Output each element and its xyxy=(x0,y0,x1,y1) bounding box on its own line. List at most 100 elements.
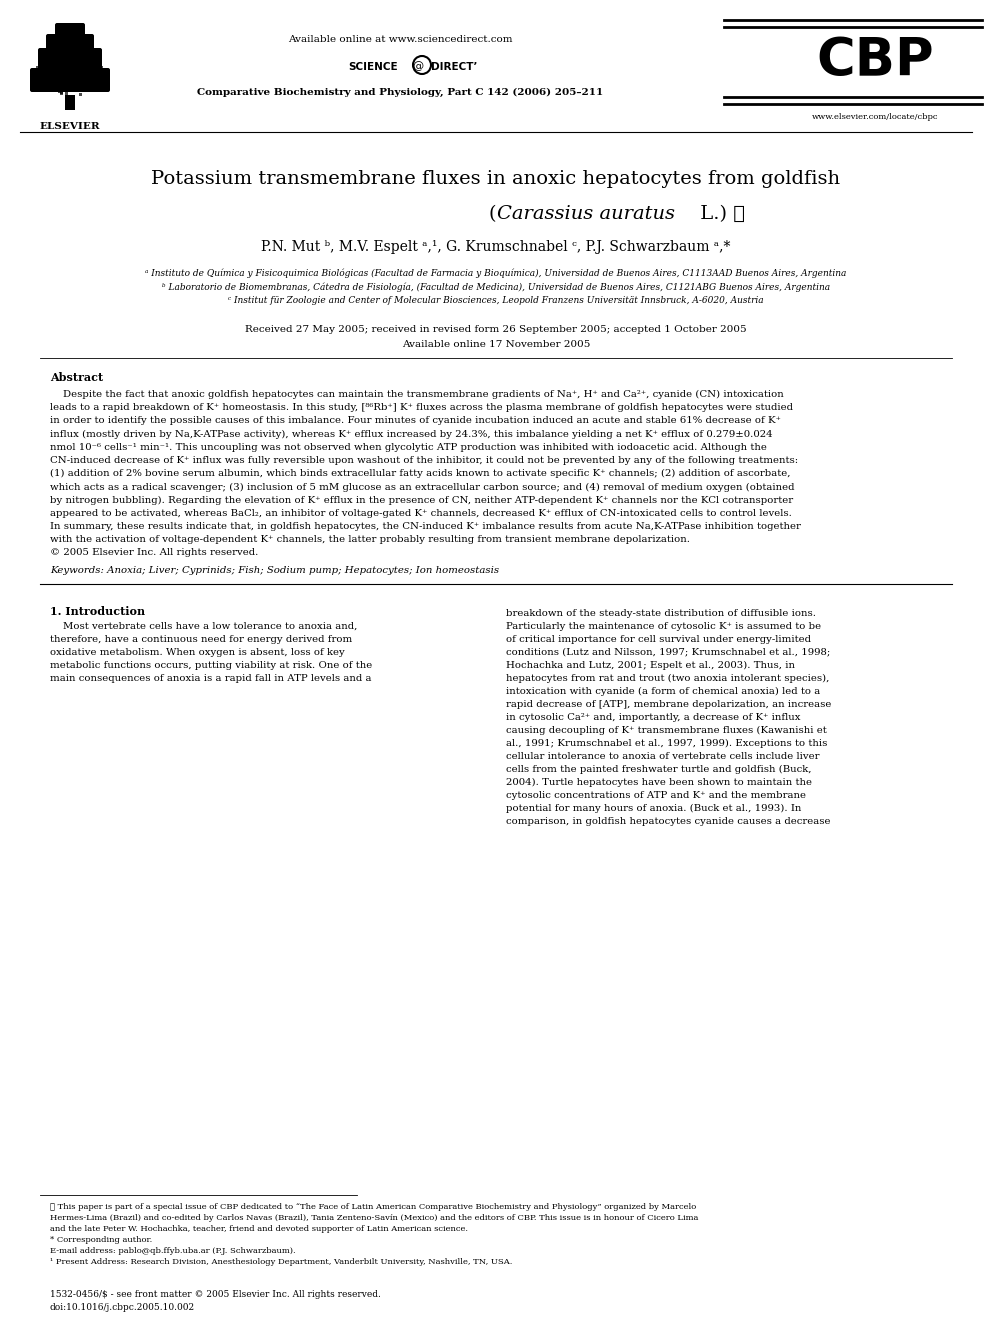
Text: ¹ Present Address: Research Division, Anesthesiology Department, Vanderbilt Univ: ¹ Present Address: Research Division, An… xyxy=(50,1258,513,1266)
Bar xyxy=(57,45,60,48)
FancyBboxPatch shape xyxy=(38,48,102,74)
Bar xyxy=(78,42,81,45)
Bar xyxy=(72,49,75,52)
Text: cells from the painted freshwater turtle and goldfish (Buck,: cells from the painted freshwater turtle… xyxy=(506,765,811,774)
Bar xyxy=(89,82,92,86)
Text: Despite the fact that anoxic goldfish hepatocytes can maintain the transmembrane: Despite the fact that anoxic goldfish he… xyxy=(50,390,784,400)
Text: Hochachka and Lutz, 2001; Espelt et al., 2003). Thus, in: Hochachka and Lutz, 2001; Espelt et al.,… xyxy=(506,660,795,669)
Bar xyxy=(80,66,83,69)
Text: comparison, in goldfish hepatocytes cyanide causes a decrease: comparison, in goldfish hepatocytes cyan… xyxy=(506,816,830,826)
Bar xyxy=(76,36,79,40)
Text: in cytosolic Ca²⁺ and, importantly, a decrease of K⁺ influx: in cytosolic Ca²⁺ and, importantly, a de… xyxy=(506,713,801,721)
Bar xyxy=(42,65,45,69)
Bar xyxy=(50,60,53,62)
Bar xyxy=(78,94,81,97)
Bar xyxy=(82,50,85,54)
Bar xyxy=(53,49,56,52)
FancyBboxPatch shape xyxy=(55,22,85,44)
Bar xyxy=(94,67,97,70)
Bar xyxy=(56,65,59,69)
Bar xyxy=(80,86,83,89)
Text: ᶜ Institut für Zoologie and Center of Molecular Biosciences, Leopold Franzens Un: ᶜ Institut für Zoologie and Center of Mo… xyxy=(228,296,764,306)
Bar xyxy=(57,79,60,82)
Bar xyxy=(43,64,46,66)
Bar xyxy=(75,64,78,66)
Text: Carassius auratus: Carassius auratus xyxy=(497,205,675,224)
Text: which acts as a radical scavenger; (3) inclusion of 5 mM glucose as an extracell: which acts as a radical scavenger; (3) i… xyxy=(50,483,795,492)
Bar xyxy=(81,48,84,50)
Text: nmol 10⁻⁶ cells⁻¹ min⁻¹. This uncoupling was not observed when glycolytic ATP pr: nmol 10⁻⁶ cells⁻¹ min⁻¹. This uncoupling… xyxy=(50,443,767,451)
Text: ᵃ Instituto de Química y Fisicoquimica Biológicas (Facultad de Farmacia y Bioquí: ᵃ Instituto de Química y Fisicoquimica B… xyxy=(145,269,847,278)
Text: rapid decrease of [ATP], membrane depolarization, an increase: rapid decrease of [ATP], membrane depola… xyxy=(506,700,831,709)
Text: in order to identify the possible causes of this imbalance. Four minutes of cyan: in order to identify the possible causes… xyxy=(50,417,781,426)
Text: CBP: CBP xyxy=(816,34,933,87)
Text: ★ This paper is part of a special issue of CBP dedicated to “The Face of Latin A: ★ This paper is part of a special issue … xyxy=(50,1203,696,1211)
Bar xyxy=(77,90,80,93)
Text: 1532-0456/$ - see front matter © 2005 Elsevier Inc. All rights reserved.: 1532-0456/$ - see front matter © 2005 El… xyxy=(50,1290,381,1299)
Bar xyxy=(100,66,103,69)
Text: appeared to be activated, whereas BaCl₂, an inhibitor of voltage-gated K⁺ channe: appeared to be activated, whereas BaCl₂,… xyxy=(50,509,792,517)
Text: Particularly the maintenance of cytosolic K⁺ is assumed to be: Particularly the maintenance of cytosoli… xyxy=(506,622,821,631)
Bar xyxy=(73,45,76,48)
Text: Received 27 May 2005; received in revised form 26 September 2005; accepted 1 Oct: Received 27 May 2005; received in revise… xyxy=(245,325,747,333)
Bar xyxy=(103,75,106,79)
Bar xyxy=(64,52,67,54)
Bar xyxy=(61,91,63,94)
Bar xyxy=(74,70,77,74)
Bar xyxy=(70,86,73,89)
Bar xyxy=(36,66,39,69)
Bar xyxy=(85,78,88,81)
Text: conditions (Lutz and Nilsson, 1997; Krumschnabel et al., 1998;: conditions (Lutz and Nilsson, 1997; Krum… xyxy=(506,647,830,656)
Bar xyxy=(48,65,51,67)
Bar xyxy=(35,73,38,75)
Text: influx (mostly driven by Na,K-ATPase activity), whereas K⁺ efflux increased by 2: influx (mostly driven by Na,K-ATPase act… xyxy=(50,430,773,439)
Bar xyxy=(65,95,75,110)
Text: Available online at www.sciencedirect.com: Available online at www.sciencedirect.co… xyxy=(288,34,512,44)
Bar xyxy=(50,78,53,81)
Text: www.elsevier.com/locate/cbpc: www.elsevier.com/locate/cbpc xyxy=(811,112,938,120)
Bar xyxy=(52,74,55,77)
Text: Potassium transmembrane fluxes in anoxic hepatocytes from goldfish: Potassium transmembrane fluxes in anoxic… xyxy=(152,169,840,188)
Bar xyxy=(67,66,70,70)
Bar xyxy=(73,73,76,75)
Bar xyxy=(56,65,59,69)
Text: Hermes-Lima (Brazil) and co-edited by Carlos Navas (Brazil), Tania Zenteno-Savín: Hermes-Lima (Brazil) and co-edited by Ca… xyxy=(50,1215,698,1222)
Text: (: ( xyxy=(488,205,496,224)
Text: E-mail address: pablo@qb.ffyb.uba.ar (P.J. Schwarzbaum).: E-mail address: pablo@qb.ffyb.uba.ar (P.… xyxy=(50,1248,296,1256)
Bar xyxy=(93,82,96,86)
Bar xyxy=(66,81,69,85)
Bar xyxy=(41,77,44,79)
Bar xyxy=(63,45,66,48)
Text: cellular intolerance to anoxia of vertebrate cells include liver: cellular intolerance to anoxia of verteb… xyxy=(506,751,819,761)
Bar xyxy=(41,75,44,79)
Bar xyxy=(58,56,61,58)
Text: with the activation of voltage-dependent K⁺ channels, the latter probably result: with the activation of voltage-dependent… xyxy=(50,536,690,544)
Text: Abstract: Abstract xyxy=(50,372,103,382)
Text: cytosolic concentrations of ATP and K⁺ and the membrane: cytosolic concentrations of ATP and K⁺ a… xyxy=(506,791,806,799)
Bar xyxy=(90,67,93,70)
Bar xyxy=(88,82,91,85)
Text: hepatocytes from rat and trout (two anoxia intolerant species),: hepatocytes from rat and trout (two anox… xyxy=(506,673,829,683)
Text: L.) ☆: L.) ☆ xyxy=(694,205,745,224)
Text: metabolic functions occurs, putting viability at risk. One of the: metabolic functions occurs, putting viab… xyxy=(50,660,372,669)
Bar xyxy=(62,50,64,53)
Bar xyxy=(97,71,100,74)
Bar xyxy=(71,60,74,62)
Bar xyxy=(82,67,85,71)
Bar xyxy=(97,77,100,79)
Bar xyxy=(56,65,59,67)
Bar xyxy=(69,52,72,56)
Bar xyxy=(92,73,95,75)
Bar xyxy=(99,62,102,65)
Bar xyxy=(60,93,62,95)
Bar xyxy=(39,75,43,78)
Text: @: @ xyxy=(413,61,424,71)
Bar xyxy=(60,52,62,54)
Bar xyxy=(100,71,103,75)
Bar xyxy=(70,48,74,50)
Bar xyxy=(97,60,100,62)
Bar xyxy=(47,77,50,81)
Bar xyxy=(73,77,76,79)
Bar xyxy=(35,69,38,73)
Text: al., 1991; Krumschnabel et al., 1997, 1999). Exceptions to this: al., 1991; Krumschnabel et al., 1997, 19… xyxy=(506,738,827,747)
